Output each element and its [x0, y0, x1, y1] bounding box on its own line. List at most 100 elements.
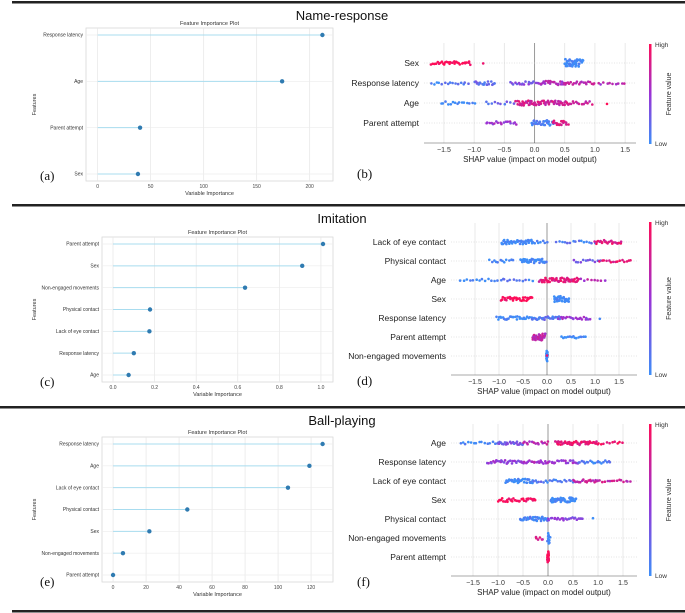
shap-point [608, 479, 612, 483]
shap-point [562, 316, 565, 319]
shap-point [461, 441, 465, 444]
shap-point [572, 101, 575, 105]
shap-point [488, 442, 492, 445]
shap-point [574, 63, 578, 67]
shap-point [516, 315, 519, 318]
shap-point [594, 442, 598, 445]
y-tick-label: Non-engaged movements [41, 551, 99, 557]
shap-point [595, 242, 598, 246]
shap-point [513, 121, 517, 124]
shap-point [610, 479, 614, 483]
feature-label: Sex [431, 294, 446, 304]
shap-point [593, 240, 596, 243]
shap-point [457, 101, 461, 104]
shap-point [433, 83, 436, 86]
shap-point [569, 102, 573, 106]
shap-point [511, 299, 515, 302]
shap-point [577, 65, 580, 68]
shap-point [515, 82, 519, 86]
shap-point [584, 335, 587, 339]
shap-point [546, 481, 549, 484]
shap-point [512, 315, 515, 319]
shap-point [493, 100, 497, 104]
shap-point [578, 461, 581, 464]
shap-point [515, 440, 519, 444]
shap-point [544, 79, 548, 83]
shap-point [525, 481, 529, 485]
shap-point [618, 440, 621, 444]
shap-point [507, 317, 510, 320]
shap-point [548, 536, 552, 539]
chart-title: Feature Importance Plot [188, 230, 247, 236]
shap-point [488, 258, 491, 262]
shap-point [590, 241, 593, 245]
shap-point [585, 82, 588, 86]
shap-point [573, 499, 576, 503]
shap-point [511, 83, 515, 86]
shap-point [582, 335, 585, 339]
shap-point [505, 100, 509, 103]
shap-point [493, 279, 496, 283]
shap-point [458, 279, 462, 282]
shap-point [541, 332, 544, 336]
shap-point [591, 479, 595, 482]
shap-point [503, 261, 506, 264]
shap-point [615, 260, 619, 263]
shap-point [584, 442, 587, 446]
x-tick-label: 0.5 [568, 580, 578, 587]
shap-point [533, 515, 537, 519]
shap-point [539, 240, 542, 244]
feature-label: Parent attempt [390, 332, 446, 342]
shap-point [547, 542, 550, 545]
shap-point [527, 261, 531, 264]
shap-point [549, 123, 552, 127]
shap-point [619, 240, 623, 243]
shap-point [440, 82, 444, 86]
shap-point [507, 497, 511, 501]
shap-point [495, 315, 498, 319]
lollipop-dot [307, 463, 312, 469]
shap-point [496, 121, 500, 125]
x-axis-label: Variable Importance [185, 191, 234, 197]
shap-point [562, 81, 566, 85]
lollipop-dot [120, 550, 126, 556]
shap-point [601, 480, 604, 484]
shap-point [544, 103, 547, 107]
shap-point [505, 242, 508, 246]
shap-point [528, 316, 532, 319]
shap-point [504, 120, 508, 123]
shap-point [581, 258, 585, 262]
shap-point [469, 279, 472, 282]
x-axis-label: SHAP value (impact on model output) [463, 155, 597, 164]
chart-c: Feature Importance Plot 0.0 0.2 0.4 0.6 0.8 1.… [32, 230, 334, 398]
shap-point [572, 82, 576, 85]
x-tick-label: −1.0 [492, 379, 506, 386]
shap-point [545, 443, 549, 446]
shap-point [501, 259, 504, 263]
shap-point [521, 279, 525, 283]
shap-point [523, 516, 527, 519]
y-tick-label: Age [90, 464, 99, 470]
shap-point [548, 280, 551, 284]
shap-point [518, 279, 521, 282]
shap-point [515, 318, 519, 321]
shap-point [599, 279, 603, 283]
section-title-ball-playing: Ball-playing [308, 413, 375, 428]
shap-point [589, 441, 592, 444]
shap-point [510, 242, 514, 245]
shap-point [542, 481, 545, 484]
section-title-name-response: Name-response [296, 8, 389, 23]
shap-point [602, 81, 605, 84]
shap-point [528, 440, 531, 443]
x-tick-label: −0.5 [497, 147, 511, 154]
shap-point [526, 442, 529, 446]
feature-label: Sex [431, 495, 446, 505]
shap-point [582, 240, 586, 244]
shap-point [448, 60, 452, 64]
colorbar [649, 424, 652, 576]
shap-point [463, 442, 467, 446]
shap-point [559, 500, 563, 504]
x-tick-label: 100 [199, 184, 208, 190]
shap-point [471, 279, 475, 282]
x-tick-label: 0.5 [566, 379, 576, 386]
